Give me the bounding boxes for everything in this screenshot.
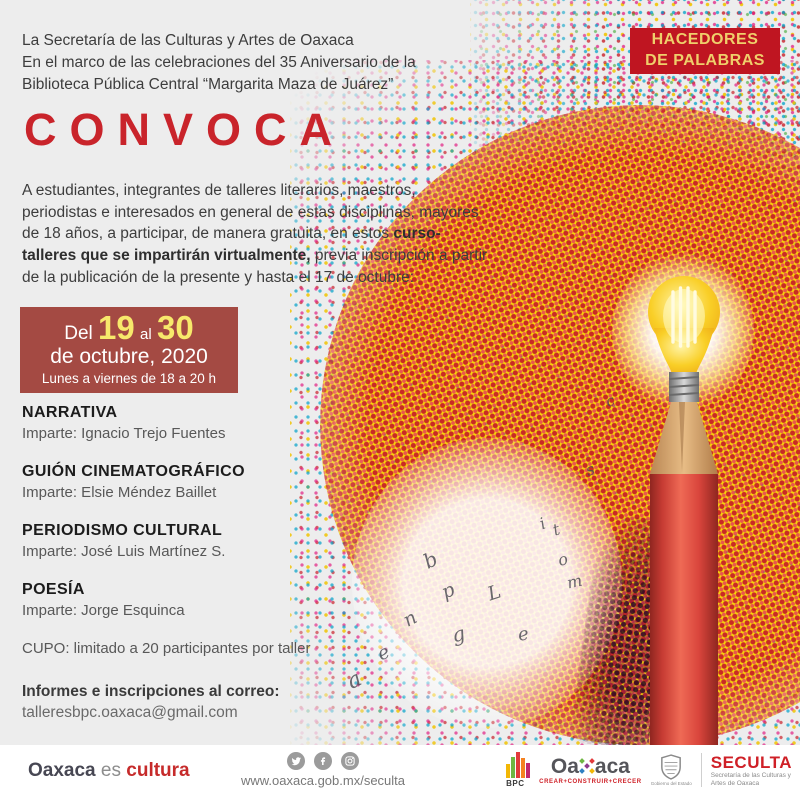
- workshop-instructor: Imparte: Jorge Esquinca: [22, 602, 185, 619]
- logo-divider: [700, 753, 702, 787]
- workshop-title: PERIODISMO CULTURAL: [22, 522, 223, 539]
- government-crest-logo: Gobierno del Estado: [651, 754, 692, 786]
- date-del-label: Del: [64, 322, 93, 344]
- capacity-note: CUPO: limitado a 20 participantes por ta…: [22, 640, 311, 657]
- contact-block: Informes e inscripciones al correo: tall…: [22, 683, 280, 722]
- pencil-lightbulb-illustration: [648, 276, 720, 748]
- facebook-icon[interactable]: [314, 752, 332, 770]
- pencil-body: [650, 474, 718, 748]
- footer-bar: Oaxaca es cultura www.oaxaca.gob.mx/secu…: [0, 745, 800, 799]
- oaxaca-logo: Oa aca CREAR+CONSTRUIR+CRECER: [539, 756, 642, 785]
- instagram-icon[interactable]: [341, 752, 359, 770]
- date-range: Del 19 al 30: [20, 311, 238, 344]
- header-line: Biblioteca Pública Central “Margarita Ma…: [22, 76, 394, 93]
- oaxaca-x-icon: [579, 758, 595, 774]
- intro-paragraph: A estudiantes, integrantes de talleres l…: [22, 180, 494, 288]
- contact-label: Informes e inscripciones al correo:: [22, 683, 280, 700]
- crest-icon: [661, 754, 682, 780]
- crest-caption: Gobierno del Estado: [650, 781, 692, 786]
- oaxaca-logo-tagline: CREAR+CONSTRUIR+CRECER: [539, 778, 642, 785]
- workshop-instructor: Imparte: Ignacio Trejo Fuentes: [22, 425, 226, 442]
- bpc-bars-icon: [506, 752, 531, 778]
- twitter-icon[interactable]: [287, 752, 305, 770]
- date-box: Del 19 al 30 de octubre, 2020 Lunes a vi…: [20, 307, 238, 393]
- page-title: CONVOCA: [24, 104, 346, 155]
- bulb-screw-base: [668, 372, 700, 402]
- website-url[interactable]: www.oaxaca.gob.mx/seculta: [240, 773, 406, 788]
- seculta-logo-text: SECULTA: [710, 752, 792, 772]
- light-bulb: [648, 276, 720, 374]
- oaxaca-logo-part: Oa: [550, 754, 579, 778]
- date-start-day: 19: [98, 308, 135, 346]
- contact-email[interactable]: talleresbpc.oaxaca@gmail.com: [22, 704, 238, 721]
- footer-logos: BPC Oa aca CREAR+CONSTRUIR+CRECER: [506, 752, 792, 788]
- slogan-word: es: [100, 760, 121, 781]
- header-line: La Secretaría de las Culturas y Artes de…: [22, 32, 354, 49]
- date-schedule: Lunes a viernes de 18 a 20 h: [41, 371, 217, 387]
- header-line: En el marco de las celebraciones del 35 …: [22, 54, 416, 71]
- workshop-item: NARRATIVA Imparte: Ignacio Trejo Fuentes: [22, 404, 442, 442]
- oaxaca-es-cultura-slogan: Oaxaca es cultura: [28, 760, 190, 782]
- badge-line: HACEDORES: [651, 31, 759, 49]
- workshop-list: NARRATIVA Imparte: Ignacio Trejo Fuentes…: [22, 404, 442, 657]
- social-icons: [258, 752, 388, 770]
- pencil-wood-tip: [650, 402, 718, 480]
- date-end-day: 30: [157, 308, 194, 346]
- slogan-word: cultura: [126, 760, 190, 781]
- workshop-instructor: Imparte: Elsie Méndez Baillet: [22, 484, 217, 501]
- workshop-item: PERIODISMO CULTURAL Imparte: José Luis M…: [22, 522, 442, 560]
- date-month-year: de octubre, 2020: [50, 344, 208, 368]
- badge-line: DE PALABRAS: [645, 52, 765, 69]
- seculta-caption: Secretaría de las Culturas y: [710, 772, 791, 780]
- bpc-logo: BPC: [506, 752, 531, 788]
- bpc-logo-text: BPC: [506, 779, 525, 788]
- oaxaca-logo-part: aca: [594, 754, 630, 778]
- workshop-item: GUIÓN CINEMATOGRÁFICO Imparte: Elsie Mén…: [22, 463, 442, 501]
- header-text: La Secretaría de las Culturas y Artes de…: [22, 30, 416, 96]
- workshop-title: GUIÓN CINEMATOGRÁFICO: [22, 463, 245, 480]
- workshop-instructor: Imparte: José Luis Martínez S.: [22, 543, 226, 560]
- oaxaca-logo-text: Oa aca: [551, 756, 630, 777]
- hacedores-badge: HACEDORES DE PALABRAS: [630, 28, 780, 74]
- intro-text: previa inscripción a partir de la public…: [22, 247, 488, 286]
- workshop-title: NARRATIVA: [22, 404, 118, 421]
- workshop-title: POESÍA: [22, 581, 85, 598]
- seculta-caption: Artes de Oaxaca: [710, 779, 760, 787]
- workshop-item: POESÍA Imparte: Jorge Esquinca: [22, 581, 442, 619]
- intro-highlight: curso-talleres que se impartirán virtual…: [22, 225, 441, 265]
- intro-text: A estudiantes, integrantes de talleres l…: [22, 182, 479, 243]
- seculta-logo: SECULTA Secretaría de las Culturas y Art…: [711, 753, 792, 787]
- date-al-label: al: [140, 325, 152, 343]
- slogan-word: Oaxaca: [28, 760, 96, 781]
